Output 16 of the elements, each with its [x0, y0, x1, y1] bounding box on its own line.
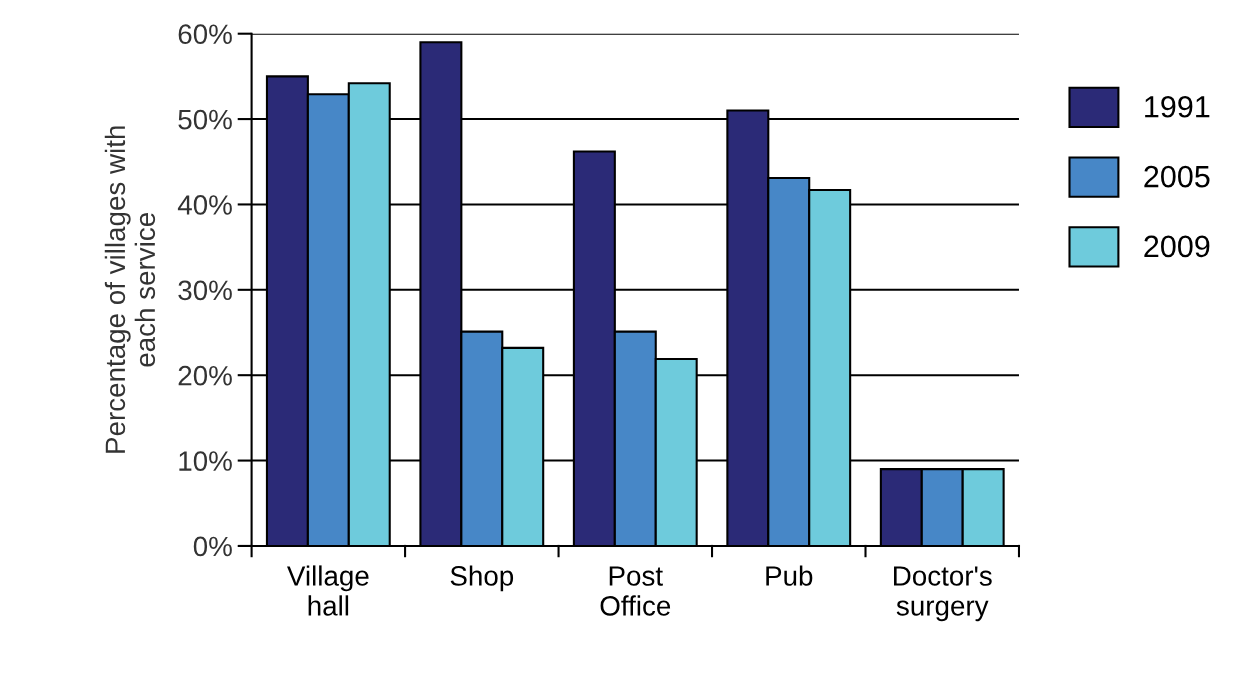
y-tick-label: 50% — [178, 109, 232, 130]
x-tick-label: Post Office — [600, 566, 671, 616]
legend-label: 2005 — [1144, 165, 1210, 188]
x-tick-label: Doctor's surgery — [894, 566, 992, 622]
y-axis-title: Percentage of villages with each service — [104, 126, 156, 453]
x-tick-label: Village hall — [287, 565, 369, 616]
y-tick-label: 40% — [177, 195, 232, 215]
y-tick-label: 30% — [178, 280, 232, 301]
legend-label: 2009 — [1144, 235, 1210, 258]
y-tick-label: 60% — [178, 24, 232, 45]
y-tick-label: 10% — [179, 451, 232, 471]
legend-label: 1991 — [1145, 95, 1210, 118]
y-tick-label: 20% — [178, 365, 232, 386]
y-tick-label: 0% — [193, 536, 232, 557]
x-tick-label: Pub — [766, 565, 813, 586]
x-tick-label: Shop — [450, 565, 514, 592]
